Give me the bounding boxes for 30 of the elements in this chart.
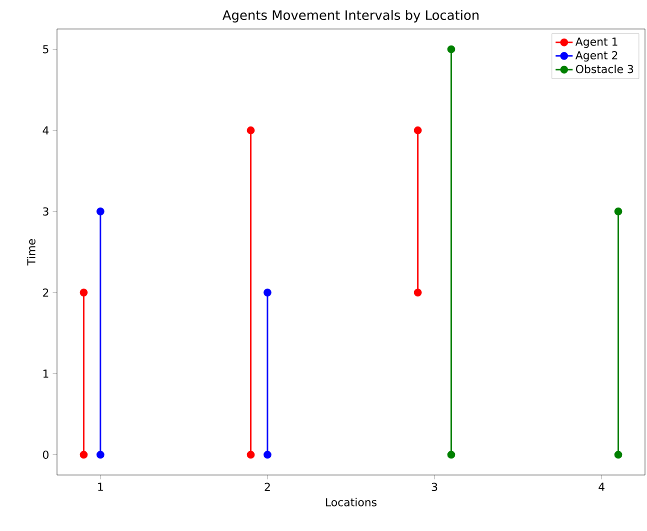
point — [614, 208, 622, 216]
point — [80, 450, 88, 459]
point — [264, 288, 272, 296]
point — [414, 288, 422, 296]
x-axis-title: Locations — [326, 498, 377, 506]
legend-label: Agent 1 — [575, 38, 618, 48]
x-tick-label: 2 — [264, 482, 270, 491]
point — [246, 450, 255, 459]
chart-title: Agents Movement Intervals by Location — [222, 10, 479, 22]
point — [414, 126, 422, 134]
point — [96, 208, 104, 216]
x-tick-label: 1 — [98, 482, 103, 491]
point — [264, 450, 272, 459]
y-axis-title: Time — [26, 239, 36, 266]
x-tick-label: 3 — [432, 482, 438, 492]
y-tick-label: 2 — [43, 288, 48, 297]
y-tick-label: 0 — [42, 450, 48, 459]
y-tick-label: 3 — [43, 207, 48, 216]
point — [80, 288, 88, 296]
point — [447, 450, 456, 459]
point — [614, 450, 622, 459]
point — [246, 126, 255, 134]
y-tick-label: 1 — [43, 370, 48, 378]
y-tick-label: 5 — [43, 45, 48, 54]
x-tick-label: 4 — [598, 482, 604, 491]
y-tick-label: 4 — [42, 126, 49, 134]
point — [447, 45, 456, 54]
legend-label: Obstacle 3 — [576, 64, 634, 74]
legend-label: Agent 2 — [575, 51, 618, 62]
point — [96, 450, 104, 459]
